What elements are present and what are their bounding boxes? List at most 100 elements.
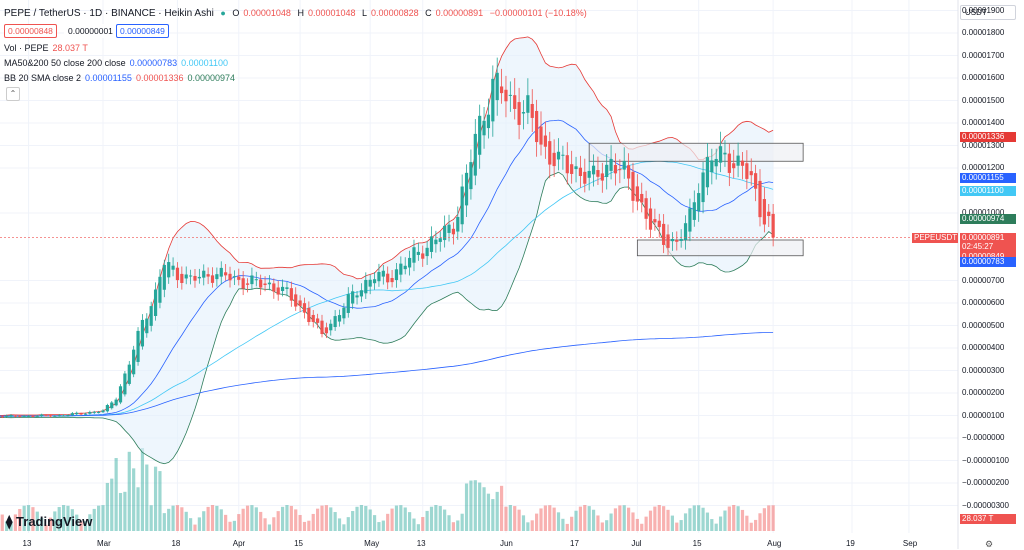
candle-body <box>136 330 140 362</box>
candle-body <box>692 202 696 220</box>
price-axis-label: 0.00000700 <box>962 275 1005 285</box>
candle-body <box>627 165 631 179</box>
volume-bar <box>215 505 219 531</box>
volume-bar <box>237 514 241 531</box>
volume-bar <box>736 506 740 531</box>
price-axis-label: 0.00000200 <box>962 388 1005 397</box>
volume-legend[interactable]: Vol · PEPE 28.037 T <box>4 43 88 53</box>
candle-body <box>88 411 92 414</box>
volume-bar <box>5 521 9 531</box>
currency-selector[interactable]: USDT <box>960 5 1016 20</box>
volume-bar <box>412 518 416 531</box>
candle-body <box>53 415 57 417</box>
volume-bar <box>513 506 517 531</box>
candle-body <box>727 153 731 173</box>
candle-body <box>377 271 381 282</box>
volume-bar <box>13 514 17 531</box>
candle-body <box>18 415 22 417</box>
volume-bar <box>565 523 569 531</box>
candle-body <box>605 164 609 178</box>
candle-body <box>464 172 469 206</box>
candle-body <box>640 193 644 203</box>
time-axis-label: Apr <box>232 539 246 548</box>
candle-body <box>473 133 477 176</box>
candle-body <box>5 415 9 417</box>
candle-body <box>66 415 70 417</box>
candle-body <box>539 126 543 145</box>
volume-bar <box>31 507 35 531</box>
volume-bar <box>653 506 657 531</box>
volume-bar <box>368 509 372 531</box>
volume-bar <box>473 480 477 531</box>
volume-bar <box>153 466 158 531</box>
volume-bar <box>61 505 66 531</box>
candle-body <box>298 300 302 306</box>
candle-body <box>530 103 534 118</box>
volume-bar <box>469 480 473 531</box>
settings-gear-icon[interactable]: ⚙ <box>985 539 994 549</box>
volume-bar <box>421 517 425 531</box>
time-axis-label: 13 <box>416 539 426 548</box>
sell-button[interactable]: 0.00000848 <box>4 24 57 38</box>
volume-bar <box>508 505 512 531</box>
candle-body <box>206 274 210 277</box>
bb-basis-line <box>0 119 774 417</box>
time-axis-label: Jul <box>631 539 642 548</box>
candle-body <box>316 318 320 323</box>
volume-bar <box>447 515 451 531</box>
collapse-legend-icon[interactable]: ⌃ <box>6 87 20 101</box>
volume-bar <box>609 513 613 531</box>
candle-body <box>337 315 342 322</box>
volume-bar <box>351 511 355 531</box>
time-axis-label: 15 <box>692 539 702 548</box>
candle-body <box>521 112 526 114</box>
candle-body <box>412 247 416 263</box>
candle-body <box>390 278 394 283</box>
candle-body <box>552 152 556 167</box>
volume-histogram <box>0 448 775 531</box>
buy-button[interactable]: 0.00000849 <box>116 24 169 38</box>
candle-body <box>460 186 464 225</box>
bb-lower-line <box>0 171 774 465</box>
volume-bar <box>83 521 88 531</box>
candle-body <box>666 234 670 248</box>
candle-body <box>758 180 762 218</box>
ma-legend[interactable]: MA50&200 50 close 200 close 0.00000783 0.0… <box>4 58 229 68</box>
volume-bar <box>517 509 521 531</box>
candle-body <box>767 211 771 217</box>
volume-bar <box>662 506 666 531</box>
volume-bar <box>408 512 412 531</box>
volume-bar <box>66 505 70 531</box>
volume-bar <box>377 522 381 531</box>
candle-body <box>701 172 705 203</box>
candle-body <box>276 287 280 295</box>
candle-body <box>140 319 145 347</box>
candle-body <box>202 270 206 278</box>
volume-bar <box>245 505 250 531</box>
candle-body <box>197 276 201 279</box>
time-axis-label: May <box>364 539 380 548</box>
bb-legend[interactable]: BB 20 SMA close 2 0.00001155 0.00001336 0.0… <box>4 73 236 83</box>
volume-bar <box>613 508 618 531</box>
candle-body <box>92 411 96 413</box>
volume-bar <box>443 509 447 531</box>
candle-body <box>570 164 574 174</box>
price-axis-label: −0.00000300 <box>962 500 1009 510</box>
volume-bar <box>193 524 197 531</box>
volume-bar <box>644 516 648 531</box>
price-axis-label: −0.0000000 <box>962 433 1005 442</box>
price-tag: 0.00001100 <box>960 185 1016 196</box>
price-axis-label: 0.00000500 <box>962 320 1005 330</box>
candle-body <box>294 294 298 307</box>
candle-body <box>429 236 434 252</box>
price-axis-label: 0.00000100 <box>962 410 1005 420</box>
candle-body <box>355 295 359 298</box>
price-axis-label: −0.00000100 <box>962 455 1009 465</box>
volume-bar <box>132 468 136 531</box>
volume-bar <box>232 520 236 531</box>
low-value: 0.00000828 <box>371 8 419 18</box>
volume-bar <box>241 508 245 531</box>
volume-bar <box>635 518 639 531</box>
volume-bar <box>605 520 609 531</box>
